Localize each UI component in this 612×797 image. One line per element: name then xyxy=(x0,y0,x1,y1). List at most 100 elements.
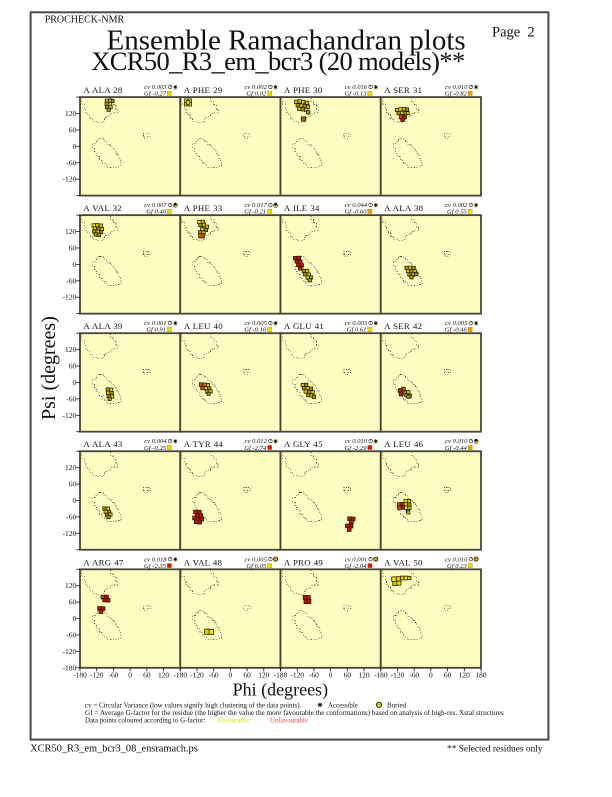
svg-text:cv 0.001: cv 0.001 xyxy=(144,320,166,327)
svg-text:A ILE 34: A ILE 34 xyxy=(284,203,320,213)
svg-text:-180: -180 xyxy=(274,671,288,680)
svg-text:0: 0 xyxy=(229,671,233,680)
svg-text:60: 60 xyxy=(243,671,251,680)
svg-text:120: 120 xyxy=(65,345,77,354)
svg-text:Ensemble Ramachandran plots: Ensemble Ramachandran plots xyxy=(107,25,466,57)
svg-text:0: 0 xyxy=(329,671,333,680)
svg-text:A GLU 41: A GLU 41 xyxy=(284,321,324,331)
svg-text:cv 0.010: cv 0.010 xyxy=(445,84,468,91)
svg-text:Gf 0.40: Gf 0.40 xyxy=(146,209,166,216)
svg-text:A LEU 40: A LEU 40 xyxy=(184,321,224,331)
svg-text:0: 0 xyxy=(73,260,77,269)
svg-text:60: 60 xyxy=(69,125,77,134)
svg-text:A ALA 43: A ALA 43 xyxy=(83,439,123,449)
svg-text:-180: -180 xyxy=(374,671,388,680)
svg-text:A ALA 39: A ALA 39 xyxy=(83,321,123,331)
svg-text:Gf -0.46: Gf -0.46 xyxy=(445,327,468,334)
svg-text:A PHE 30: A PHE 30 xyxy=(284,85,323,95)
svg-text:120: 120 xyxy=(65,463,77,472)
svg-text:Gf 0.55: Gf 0.55 xyxy=(447,209,467,216)
svg-text:-60: -60 xyxy=(66,394,76,403)
svg-text:Gf -0.27: Gf -0.27 xyxy=(144,91,167,98)
svg-text:Favourable: Favourable xyxy=(218,718,249,725)
svg-text:-60: -60 xyxy=(309,671,319,680)
svg-text:A VAL 32: A VAL 32 xyxy=(83,203,122,213)
svg-text:cv 0.004: cv 0.004 xyxy=(144,438,167,445)
svg-text:cv 0.002: cv 0.002 xyxy=(245,84,268,91)
svg-text:0: 0 xyxy=(73,614,77,623)
svg-text:Gf -2.74: Gf -2.74 xyxy=(244,445,267,452)
svg-text:180: 180 xyxy=(475,671,486,680)
svg-text:Gf -0.16: Gf -0.16 xyxy=(244,327,267,334)
svg-text:Unfavourable: Unfavourable xyxy=(270,718,308,725)
svg-text:A PHE 29: A PHE 29 xyxy=(184,85,223,95)
svg-text:cv 0.017: cv 0.017 xyxy=(245,202,268,209)
svg-text:-120: -120 xyxy=(63,647,77,656)
svg-text:-180: -180 xyxy=(73,671,87,680)
svg-text:-120: -120 xyxy=(90,671,104,680)
svg-text:Data points coloured according: Data points coloured according to G-fact… xyxy=(85,718,205,725)
svg-text:-180: -180 xyxy=(173,671,187,680)
svg-text:cv 0.007: cv 0.007 xyxy=(144,202,167,209)
svg-text:Gf 0.05: Gf 0.05 xyxy=(246,563,266,570)
svg-text:A TYR 44: A TYR 44 xyxy=(184,439,224,449)
svg-text:cv 0.010: cv 0.010 xyxy=(445,438,468,445)
svg-text:60: 60 xyxy=(69,480,77,489)
svg-text:cv 0.016: cv 0.016 xyxy=(345,84,368,91)
svg-text:60: 60 xyxy=(69,362,77,371)
svg-text:-120: -120 xyxy=(190,671,204,680)
svg-text:Gf -2.29: Gf -2.29 xyxy=(345,445,368,452)
svg-text:120: 120 xyxy=(65,581,77,590)
svg-text:A LEU 46: A LEU 46 xyxy=(384,439,424,449)
svg-text:60: 60 xyxy=(69,598,77,607)
svg-text:Buried: Buried xyxy=(387,701,407,709)
svg-text:Gf -2.35: Gf -2.35 xyxy=(144,563,167,570)
svg-text:A ALA 38: A ALA 38 xyxy=(384,203,424,213)
svg-text:cv 0.003: cv 0.003 xyxy=(144,84,167,91)
svg-text:A SER 31: A SER 31 xyxy=(384,85,422,95)
svg-text:-120: -120 xyxy=(391,671,405,680)
svg-text:cv 0.005: cv 0.005 xyxy=(445,320,468,327)
svg-text:XCR50_R3_em_bcr3_08_ensramach.: XCR50_R3_em_bcr3_08_ensramach.ps xyxy=(30,743,198,754)
svg-text:cv 0.044: cv 0.044 xyxy=(345,202,368,209)
svg-text:0: 0 xyxy=(73,142,77,151)
svg-text:A ALA 28: A ALA 28 xyxy=(83,85,123,95)
svg-text:120: 120 xyxy=(459,671,470,680)
svg-text:-60: -60 xyxy=(66,630,76,639)
svg-text:-120: -120 xyxy=(63,175,77,184)
svg-text:Gf = Average G-factor for the: Gf = Average G-factor for the residue (t… xyxy=(85,709,504,717)
svg-text:A GLY 45: A GLY 45 xyxy=(284,439,323,449)
svg-text:Gf -0.82: Gf -0.82 xyxy=(445,91,468,98)
svg-text:A SER 42: A SER 42 xyxy=(384,321,422,331)
svg-text:60: 60 xyxy=(344,671,352,680)
svg-text:Psi (degrees): Psi (degrees) xyxy=(38,316,60,420)
svg-text:Gf -0.25: Gf -0.25 xyxy=(144,445,167,452)
svg-text:cv 0.005: cv 0.005 xyxy=(245,320,268,327)
svg-text:** Selected residues only: ** Selected residues only xyxy=(447,745,543,755)
svg-text:-60: -60 xyxy=(108,671,118,680)
svg-text:Gf 0.23: Gf 0.23 xyxy=(447,563,467,570)
svg-text:-60: -60 xyxy=(66,276,76,285)
svg-text:120: 120 xyxy=(358,671,369,680)
svg-text:-180: -180 xyxy=(63,663,77,672)
svg-text:cv 0.012: cv 0.012 xyxy=(245,438,268,445)
svg-text:A VAL 50: A VAL 50 xyxy=(384,557,423,567)
svg-text:A PRO 49: A PRO 49 xyxy=(284,557,324,567)
svg-text:cv 0.018: cv 0.018 xyxy=(144,556,167,563)
svg-text:-120: -120 xyxy=(63,529,77,538)
svg-text:-60: -60 xyxy=(409,671,419,680)
svg-text:-120: -120 xyxy=(290,671,304,680)
svg-text:PROCHECK-NMR: PROCHECK-NMR xyxy=(45,15,125,26)
svg-text:Phi (degrees): Phi (degrees) xyxy=(233,680,328,701)
svg-text:0: 0 xyxy=(128,671,132,680)
svg-text:A PHE 33: A PHE 33 xyxy=(184,203,223,213)
svg-text:cv 0.005: cv 0.005 xyxy=(245,556,268,563)
svg-text:-60: -60 xyxy=(66,158,76,167)
svg-text:60: 60 xyxy=(143,671,151,680)
svg-text:-60: -60 xyxy=(66,512,76,521)
svg-text:Gf 0.61: Gf 0.61 xyxy=(347,327,367,334)
svg-text:120: 120 xyxy=(258,671,269,680)
svg-text:cv 0.003: cv 0.003 xyxy=(345,320,368,327)
svg-text:Gf 0.02: Gf 0.02 xyxy=(246,91,266,98)
svg-text:cv 0.002: cv 0.002 xyxy=(445,202,468,209)
